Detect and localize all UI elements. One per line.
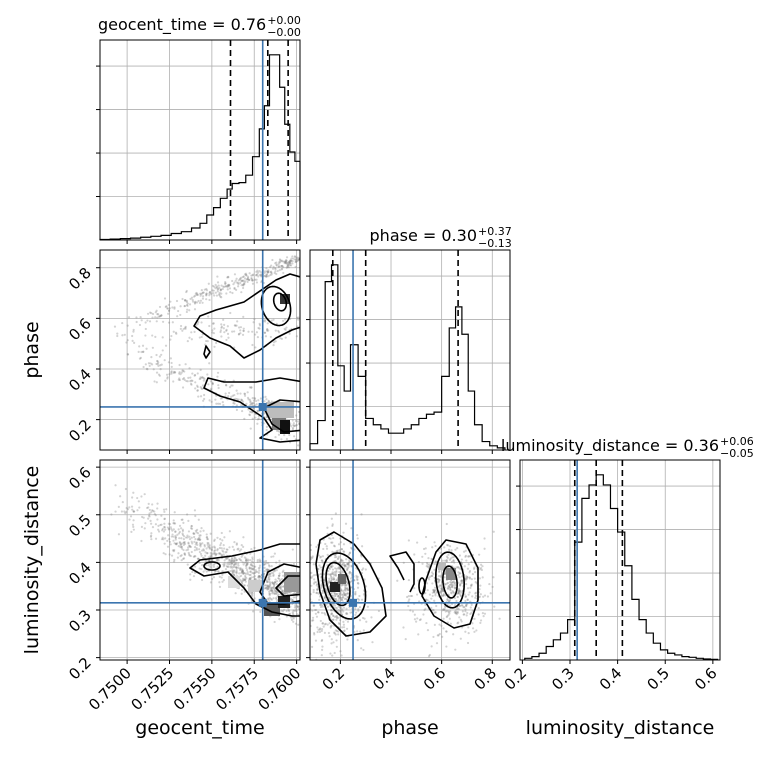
- y-tick-label: 0.8: [65, 264, 95, 294]
- contour-line: [189, 543, 300, 617]
- contour-line: [263, 399, 300, 433]
- panel-frame: [519, 459, 721, 661]
- y-tick-label: 0.2: [65, 416, 95, 446]
- truth-marker: [258, 598, 267, 607]
- histogram-luminosity_distance: [524, 474, 719, 660]
- x-tick-label: 0.7550: [170, 664, 220, 714]
- density-cell: [278, 596, 290, 608]
- x-axis-label: geocent_time: [135, 717, 264, 739]
- panel-frame: [99, 39, 301, 241]
- x-tick-label: 0.4: [369, 664, 399, 694]
- x-tick-label: 0.6: [420, 664, 450, 694]
- contour-line: [203, 345, 211, 359]
- y-axis-label: luminosity_distance: [21, 466, 43, 655]
- x-axis-label: luminosity_distance: [526, 717, 715, 739]
- x-tick-label: 0.4: [596, 664, 626, 694]
- truth-marker: [349, 598, 358, 607]
- contour-line: [203, 561, 221, 571]
- title-plus: +0.06: [720, 435, 754, 448]
- x-axis-label: phase: [381, 717, 438, 739]
- x-tick-label: 0.7600: [255, 664, 305, 714]
- contour-line: [275, 575, 300, 597]
- y-tick-label: 0.4: [65, 558, 95, 588]
- contour-line: [418, 577, 426, 595]
- y-tick-label: 0.4: [65, 365, 95, 395]
- contour-line: [442, 565, 458, 599]
- y-tick-label: 0.5: [65, 511, 95, 541]
- y-tick-label: 0.6: [65, 314, 95, 344]
- contour-line: [389, 551, 415, 593]
- contour-line: [315, 531, 387, 637]
- contour-line: [259, 563, 300, 605]
- x-tick-label: 0.7525: [127, 664, 177, 714]
- title-value: geocent_time = 0.76: [98, 15, 266, 35]
- x-tick-label: 0.6: [691, 664, 721, 694]
- contour-line: [272, 292, 288, 312]
- title-minus: −0.00: [267, 26, 301, 39]
- histogram-phase: [309, 264, 506, 450]
- contour-line: [325, 561, 351, 607]
- density-cell: [284, 572, 300, 592]
- x-tick-label: 0.2: [501, 664, 531, 694]
- title-value: phase = 0.30: [370, 226, 477, 245]
- x-tick-label: 0.8: [471, 664, 501, 694]
- contour-line: [321, 552, 367, 620]
- density-cell: [338, 574, 346, 584]
- panel-title: luminosity_distance = 0.36 +0.06−0.05: [501, 435, 754, 460]
- title-plus: +0.00: [267, 14, 301, 27]
- panel-title: phase = 0.30 +0.37−0.13: [370, 225, 512, 250]
- panel-frame: [309, 249, 511, 451]
- title-minus: −0.05: [720, 447, 754, 460]
- panel-title: geocent_time = 0.76 +0.00−0.00: [98, 14, 301, 39]
- density-cell: [248, 580, 264, 592]
- truth-marker: [258, 402, 267, 411]
- x-tick-label: 0.7500: [85, 664, 135, 714]
- panel-frame: [99, 249, 301, 451]
- density-cell: [446, 568, 456, 580]
- density-cell: [280, 420, 290, 434]
- title-minus: −0.13: [478, 237, 512, 250]
- x-tick-label: 0.5: [643, 664, 673, 694]
- density-cell: [438, 562, 446, 570]
- y-axis-label: phase: [21, 321, 43, 378]
- density-cell: [266, 402, 294, 418]
- panel-frame: [309, 459, 511, 661]
- x-tick-label: 0.7575: [212, 664, 262, 714]
- title-plus: +0.37: [478, 225, 512, 238]
- contour-line: [421, 539, 479, 629]
- x-tick-label: 0.3: [548, 664, 578, 694]
- panel-frame: [99, 459, 301, 661]
- contour-line: [193, 273, 300, 359]
- y-tick-label: 0.2: [65, 654, 95, 684]
- x-tick-label: 0.2: [319, 664, 349, 694]
- y-tick-label: 0.6: [65, 463, 95, 493]
- density-cell: [228, 576, 240, 588]
- density-cell: [330, 582, 340, 592]
- histogram-geocent_time: [99, 54, 301, 241]
- title-value: luminosity_distance = 0.36: [501, 436, 719, 456]
- y-tick-label: 0.3: [65, 606, 95, 636]
